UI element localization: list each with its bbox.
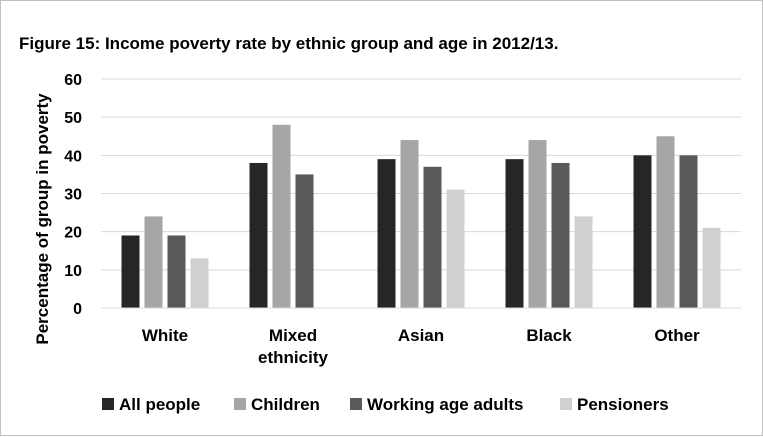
legend-label: Children [251,395,320,414]
bar [423,166,442,308]
bar [528,140,547,308]
y-tick-label: 10 [64,263,82,280]
bar [656,136,675,308]
y-tick-label: 60 [64,72,82,89]
legend-label: Pensioners [577,395,669,414]
y-axis-label: Percentage of group in poverty [33,93,52,345]
bar [144,216,163,308]
bar [249,162,268,308]
bars [121,124,721,308]
chart-title: Figure 15: Income poverty rate by ethnic… [19,34,559,53]
legend-swatch [102,398,114,410]
bar [295,174,314,308]
bar [121,235,140,308]
bar [633,155,652,308]
y-tick-label: 50 [64,110,82,127]
y-tick-label: 40 [64,148,82,165]
bar [377,159,396,308]
y-axis-ticks: 0 10 20 30 40 50 60 [64,72,82,318]
bar [551,162,570,308]
bar [679,155,698,308]
y-tick-label: 20 [64,225,82,242]
bar [167,235,186,308]
category-label: Black [526,326,572,345]
y-tick-label: 30 [64,187,82,204]
bar [190,258,209,308]
category-label: ethnicity [258,348,328,367]
legend-label: All people [119,395,200,414]
bar [505,159,524,308]
bar [574,216,593,308]
legend-label: Working age adults [367,395,524,414]
category-label: Mixed [269,326,317,345]
legend: All people Children Working age adults Pens… [102,395,669,414]
bar [272,124,291,308]
category-label: Asian [398,326,444,345]
bar [446,189,465,308]
legend-swatch [560,398,572,410]
legend-swatch [350,398,362,410]
category-labels: White Mixed ethnicity Asian Black Other [142,326,700,367]
y-tick-label: 0 [73,301,82,318]
bar [400,140,419,308]
category-label: Other [654,326,700,345]
bar [702,227,721,308]
legend-swatch [234,398,246,410]
category-label: White [142,326,188,345]
